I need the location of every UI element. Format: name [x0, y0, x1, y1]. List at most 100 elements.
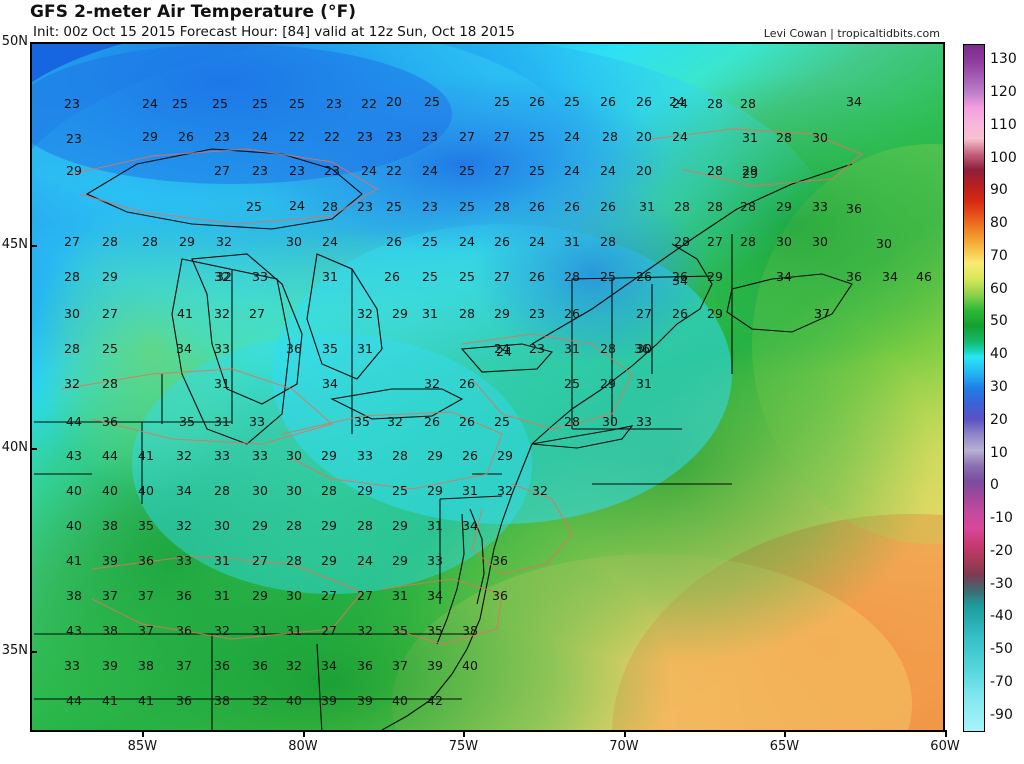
lat-tick-mark	[30, 447, 37, 450]
station-temperature: 28	[64, 340, 80, 356]
station-temperature: 40	[392, 692, 408, 708]
station-temperature: 32	[424, 375, 440, 391]
station-temperature: 29	[252, 517, 268, 533]
station-temperature: 38	[102, 517, 118, 533]
lon-tick-mark	[463, 730, 466, 737]
station-temperature: 33	[176, 552, 192, 568]
station-temperature: 41	[66, 552, 82, 568]
station-temperature: 23	[357, 128, 373, 144]
station-temperature: 32	[214, 268, 230, 284]
station-temperature: 34	[776, 268, 792, 284]
station-temperature: 31	[392, 587, 408, 603]
colorbar-tick-label: 90	[990, 182, 1008, 199]
station-temperature: 27	[252, 552, 268, 568]
station-temperature: 27	[321, 622, 337, 638]
station-temperature: 35	[179, 413, 195, 429]
station-temperature: 24	[529, 233, 545, 249]
station-temperature: 28	[357, 517, 373, 533]
station-temperature: 26	[529, 198, 545, 214]
station-temperature: 41	[102, 692, 118, 708]
station-temperature: 32	[176, 517, 192, 533]
station-temperature: 34	[882, 268, 898, 284]
station-temperature: 25	[246, 198, 262, 214]
station-temperature: 28	[564, 413, 580, 429]
station-temperature: 39	[102, 657, 118, 673]
colorbar-tick-label: 40	[990, 346, 1008, 363]
colorbar-tick-label: 0	[990, 477, 999, 494]
station-temperature: 26	[459, 413, 475, 429]
station-temperature: 26	[529, 268, 545, 284]
station-temperature: 25	[422, 268, 438, 284]
station-temperature: 31	[286, 622, 302, 638]
colorbar-tick-label: -20	[990, 542, 1013, 559]
colorbar-tick-label: -70	[990, 673, 1013, 690]
station-temperature: 29	[142, 128, 158, 144]
station-temperature: 23	[386, 128, 402, 144]
station-temperature: 28	[707, 162, 723, 178]
station-temperature: 25	[392, 482, 408, 498]
station-temperature: 24	[672, 128, 688, 144]
station-temperature: 36	[252, 657, 268, 673]
station-temperature: 40	[176, 729, 192, 730]
station-temperature: 26	[462, 447, 478, 463]
colorbar-tick-label: 30	[990, 379, 1008, 395]
station-temperature: 22	[289, 128, 305, 144]
station-temperature: 30	[286, 587, 302, 603]
station-temperature: 36	[634, 340, 650, 356]
credit-attribution: Levi Cowan | tropicaltidbits.com	[763, 27, 940, 40]
station-temperature: 29	[66, 162, 82, 178]
station-temperature: 25	[172, 95, 188, 111]
lon-tick-mark	[302, 730, 305, 737]
station-temperature: 29	[427, 482, 443, 498]
station-temperature: 27	[214, 162, 230, 178]
lon-tick-mark	[623, 730, 626, 737]
lon-tick-label: 60W	[930, 739, 960, 754]
station-temperature: 37	[814, 305, 830, 321]
station-temperature: 32	[357, 622, 373, 638]
station-temperature: 40	[66, 482, 82, 498]
station-temperature: 25	[494, 413, 510, 429]
lat-tick-mark	[30, 244, 37, 247]
station-temperature: 27	[494, 268, 510, 284]
lon-tick-label: 65W	[769, 739, 800, 754]
station-temperature: 24	[289, 197, 305, 213]
station-temperature: 23	[324, 162, 340, 178]
station-temperature: 25	[422, 233, 438, 249]
station-temperature: 28	[142, 233, 158, 249]
station-temperature: 26	[600, 198, 616, 214]
station-temperature: 40	[286, 692, 302, 708]
colorbar[interactable]	[963, 44, 985, 732]
station-temperature: 25	[529, 162, 545, 178]
page-title: GFS 2-meter Air Temperature (°F)	[30, 2, 357, 22]
station-temperature: 29	[494, 305, 510, 321]
station-temperature: 29	[392, 517, 408, 533]
station-temperature: 31	[322, 268, 338, 284]
station-temperature: 25	[386, 198, 402, 214]
station-value-layer: 23 24 25 25 25 25 23 22 20 25 25 26 25 26 26 24 24 28 28 34…	[32, 44, 943, 730]
station-temperature: 27	[249, 305, 265, 321]
station-temperature: 31	[422, 305, 438, 321]
station-temperature: 24	[600, 162, 616, 178]
colorbar-tick-label: 20	[990, 411, 1008, 428]
station-temperature: 30	[636, 340, 652, 356]
station-temperature: 36	[176, 587, 192, 603]
station-temperature: 25	[564, 93, 580, 109]
station-temperature: 29	[742, 162, 758, 178]
station-temperature: 36	[492, 587, 508, 603]
contour-lines	[61, 128, 863, 645]
station-temperature: 24	[142, 95, 158, 111]
map-frame[interactable]: 23 24 25 25 25 25 23 22 20 25 25 26 25 26 26 24 24 28 28 34…	[30, 42, 945, 732]
station-temperature: 36	[357, 657, 373, 673]
station-temperature: 29	[392, 552, 408, 568]
station-temperature: 28	[776, 129, 792, 145]
colorbar-tick-label: -90	[990, 706, 1013, 723]
station-temperature: 29	[102, 268, 118, 284]
station-temperature: 27	[357, 587, 373, 603]
lon-tick-mark	[784, 730, 787, 737]
colorbar-tick-label: 100	[990, 149, 1017, 166]
colorbar-tick-label: 70	[990, 247, 1008, 264]
station-temperature: 34	[176, 482, 192, 498]
station-temperature: 25	[529, 128, 545, 144]
station-temperature: 23	[422, 128, 438, 144]
station-temperature: 43	[66, 447, 82, 463]
